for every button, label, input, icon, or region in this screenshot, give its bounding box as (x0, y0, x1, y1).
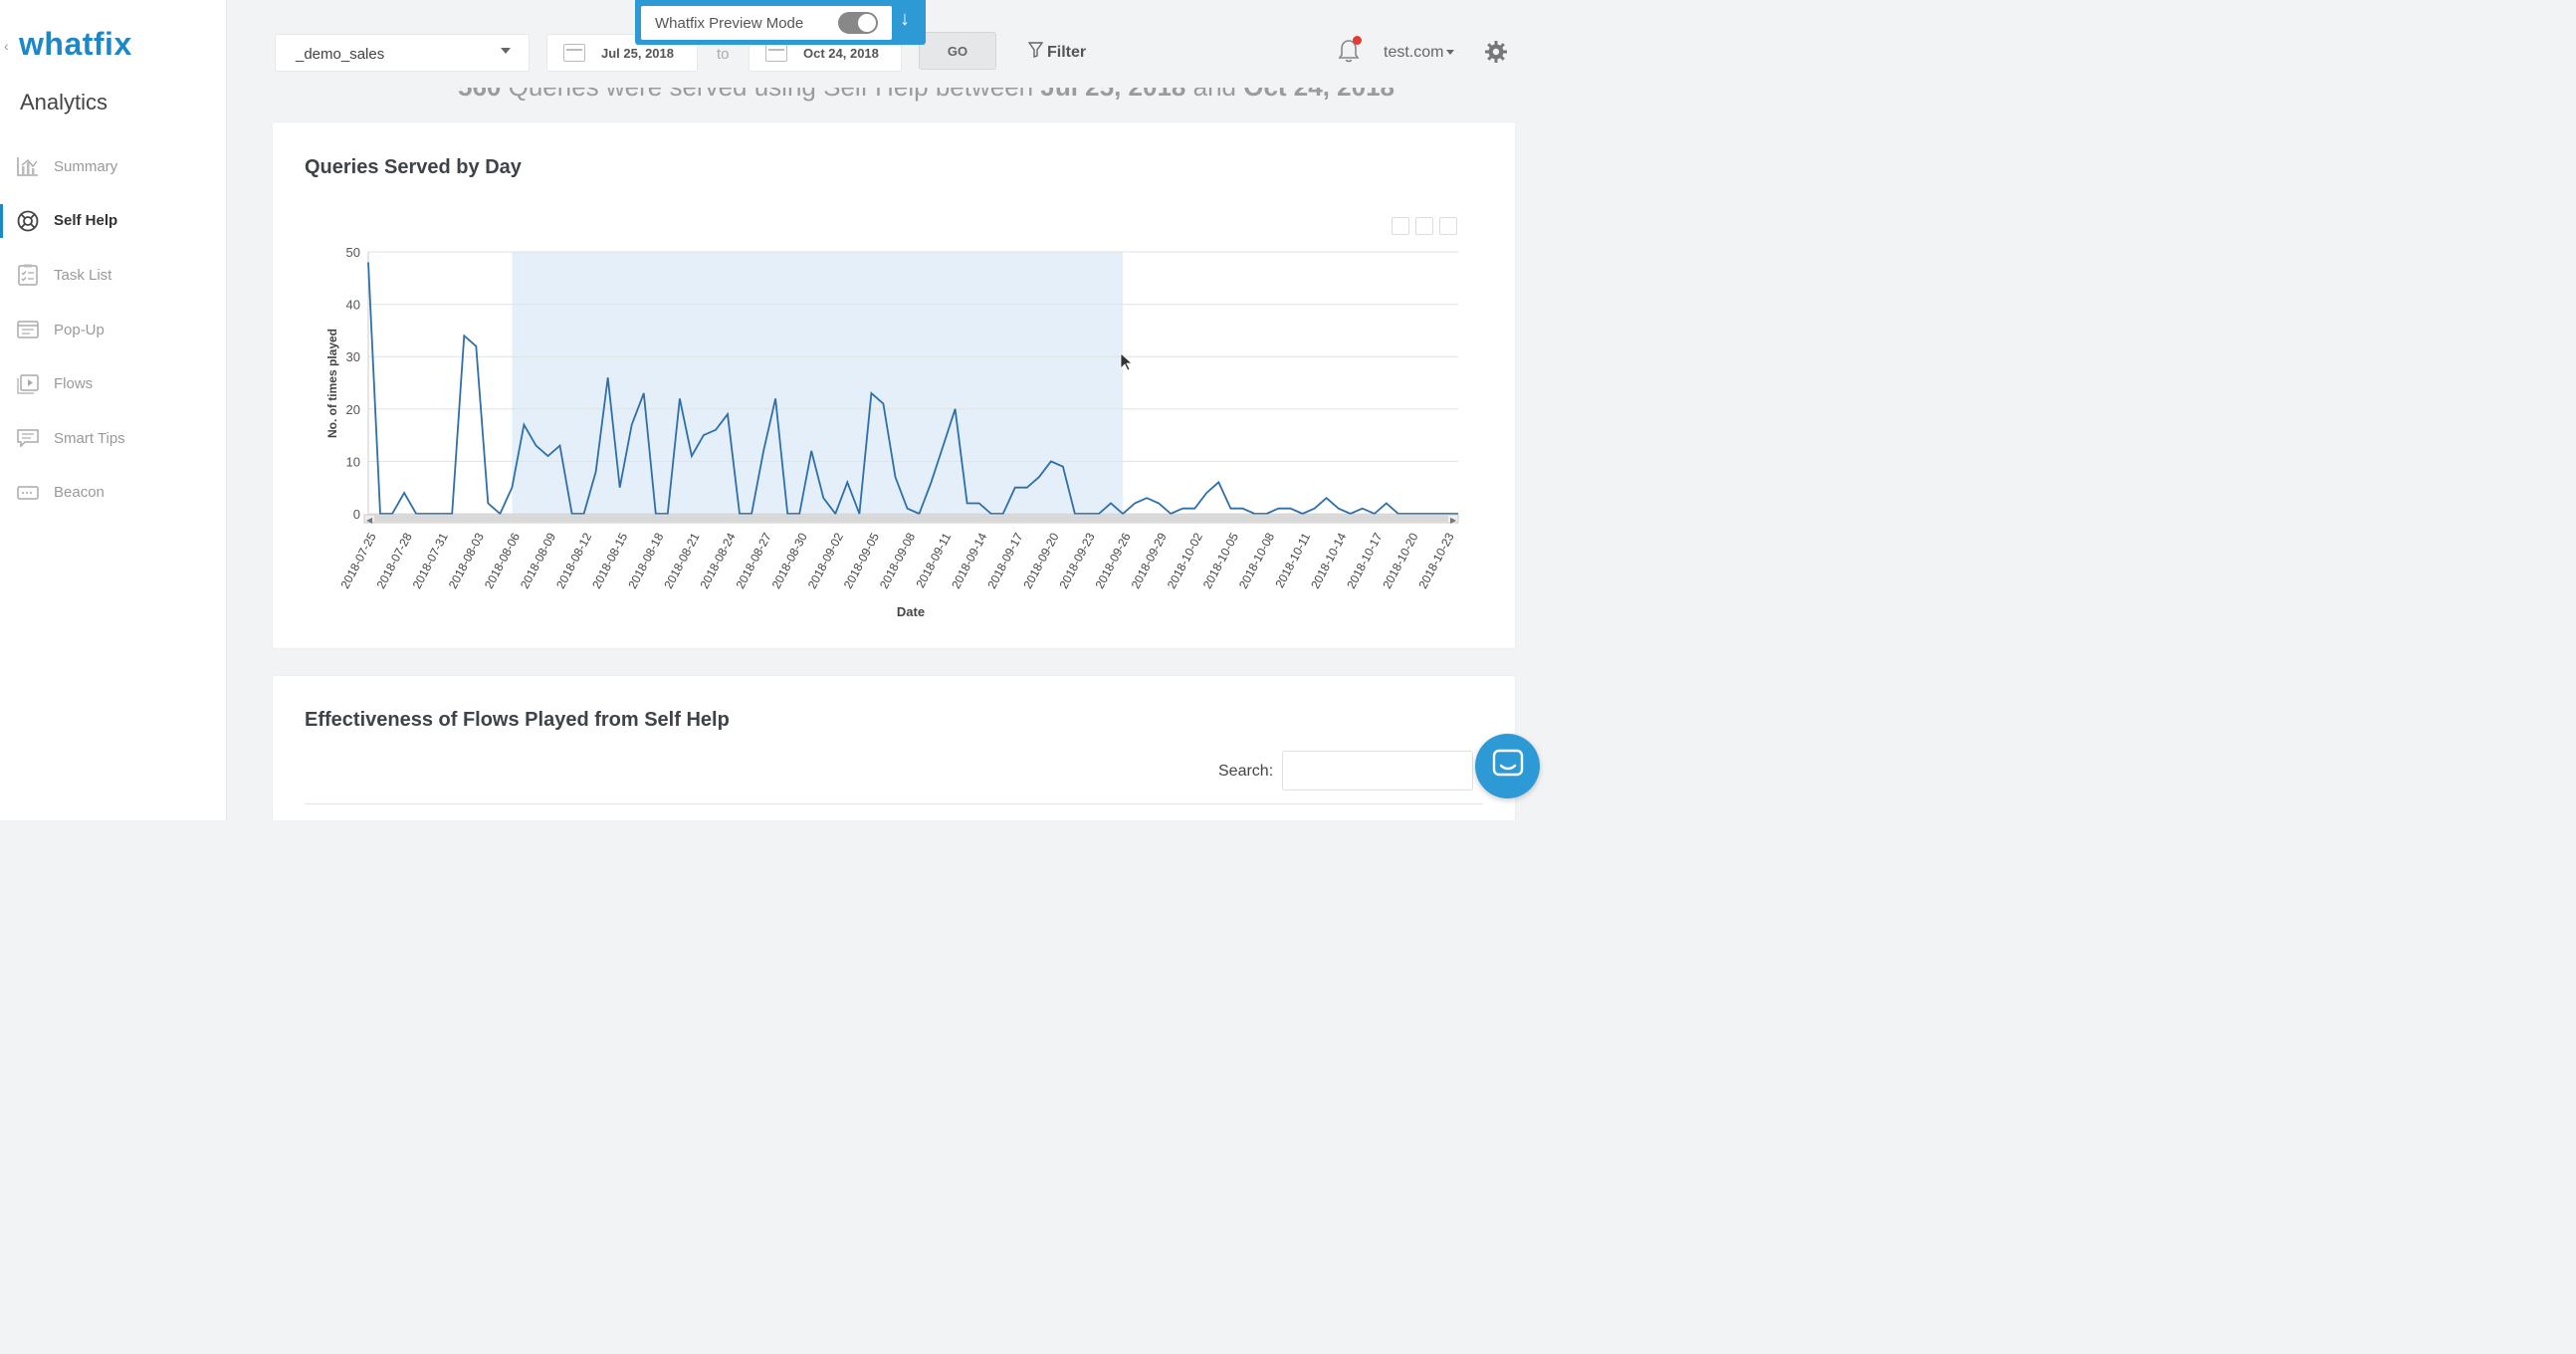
filter-button[interactable]: Filter (1027, 42, 1087, 63)
sidebar-item-label: Task List (54, 266, 112, 284)
go-button[interactable]: GO (919, 32, 996, 70)
search-label: Search: (1218, 763, 1274, 780)
account-menu[interactable]: test.com (1384, 44, 1455, 62)
sidebar-item-label: Smart Tips (54, 429, 125, 447)
sidebar-item-self-help[interactable]: Self Help (0, 194, 227, 249)
play-icon (16, 372, 40, 396)
caret-down-icon (501, 48, 511, 54)
sidebar-item-label: Pop-Up (54, 321, 105, 338)
caret-down-icon (1446, 50, 1455, 56)
zoom-icon[interactable] (1392, 217, 1409, 235)
sidebar-nav: Summary Self Help Task List Pop-Up Flows (0, 139, 227, 520)
chart-icon (16, 154, 40, 178)
beacon-icon (16, 481, 40, 505)
arrow-down-icon[interactable]: ↓ (900, 8, 910, 30)
sidebar: ‹ whatfix Analytics Summary Self Help Ta… (0, 0, 227, 820)
date-from-value: Jul 25, 2018 (601, 45, 674, 61)
preview-mode-toggle[interactable] (838, 12, 878, 34)
date-to-value: Oct 24, 2018 (803, 45, 879, 61)
sidebar-item-task-list[interactable]: Task List (0, 248, 227, 303)
preview-mode-banner: Whatfix Preview Mode ↓ (635, 0, 926, 45)
reset-icon[interactable] (1415, 217, 1433, 235)
preview-mode-box: Whatfix Preview Mode (641, 6, 892, 40)
filter-label: Filter (1047, 43, 1087, 61)
sidebar-item-label: Self Help (54, 212, 118, 230)
search-input[interactable] (1282, 751, 1473, 790)
chat-launcher-button[interactable] (1475, 734, 1540, 798)
whatfix-logo[interactable]: whatfix (19, 26, 132, 62)
popup-icon (16, 318, 40, 341)
sidebar-item-summary[interactable]: Summary (0, 139, 227, 194)
sidebar-item-smart-tips[interactable]: Smart Tips (0, 411, 227, 466)
sidebar-item-beacon[interactable]: Beacon (0, 466, 227, 521)
to-label: to (717, 46, 730, 63)
table-card: Effectiveness of Flows Played from Self … (272, 675, 1516, 820)
account-name: test.com (1384, 44, 1444, 61)
sidebar-item-label: Flows (54, 375, 94, 393)
app-select[interactable]: _demo_sales (275, 34, 530, 72)
sidebar-item-pop-up[interactable]: Pop-Up (0, 303, 227, 357)
sidebar-item-flows[interactable]: Flows (0, 356, 227, 411)
lifebuoy-icon (16, 209, 40, 233)
export-icon[interactable] (1439, 217, 1457, 235)
gear-icon[interactable] (1484, 40, 1508, 64)
calendar-icon (563, 44, 585, 62)
notification-dot (1353, 36, 1362, 45)
chat-icon (1492, 749, 1524, 784)
checklist-icon (16, 263, 40, 287)
sidebar-item-label: Summary (54, 157, 118, 175)
filter-icon (1027, 42, 1044, 63)
section-title: Analytics (20, 90, 108, 114)
chart-card-title: Queries Served by Day (305, 156, 522, 178)
chart-toolbar (1392, 217, 1457, 235)
preview-mode-label: Whatfix Preview Mode (655, 15, 804, 32)
chart-card: Queries Served by Day (272, 121, 1516, 649)
sidebar-item-label: Beacon (54, 484, 105, 502)
table-card-title: Effectiveness of Flows Played from Self … (305, 709, 730, 731)
chevron-left-icon[interactable]: ‹ (4, 38, 9, 54)
calendar-icon (765, 44, 787, 62)
table-header-divider (305, 803, 1483, 804)
tip-icon (16, 426, 40, 450)
app-select-value: _demo_sales (296, 46, 385, 63)
